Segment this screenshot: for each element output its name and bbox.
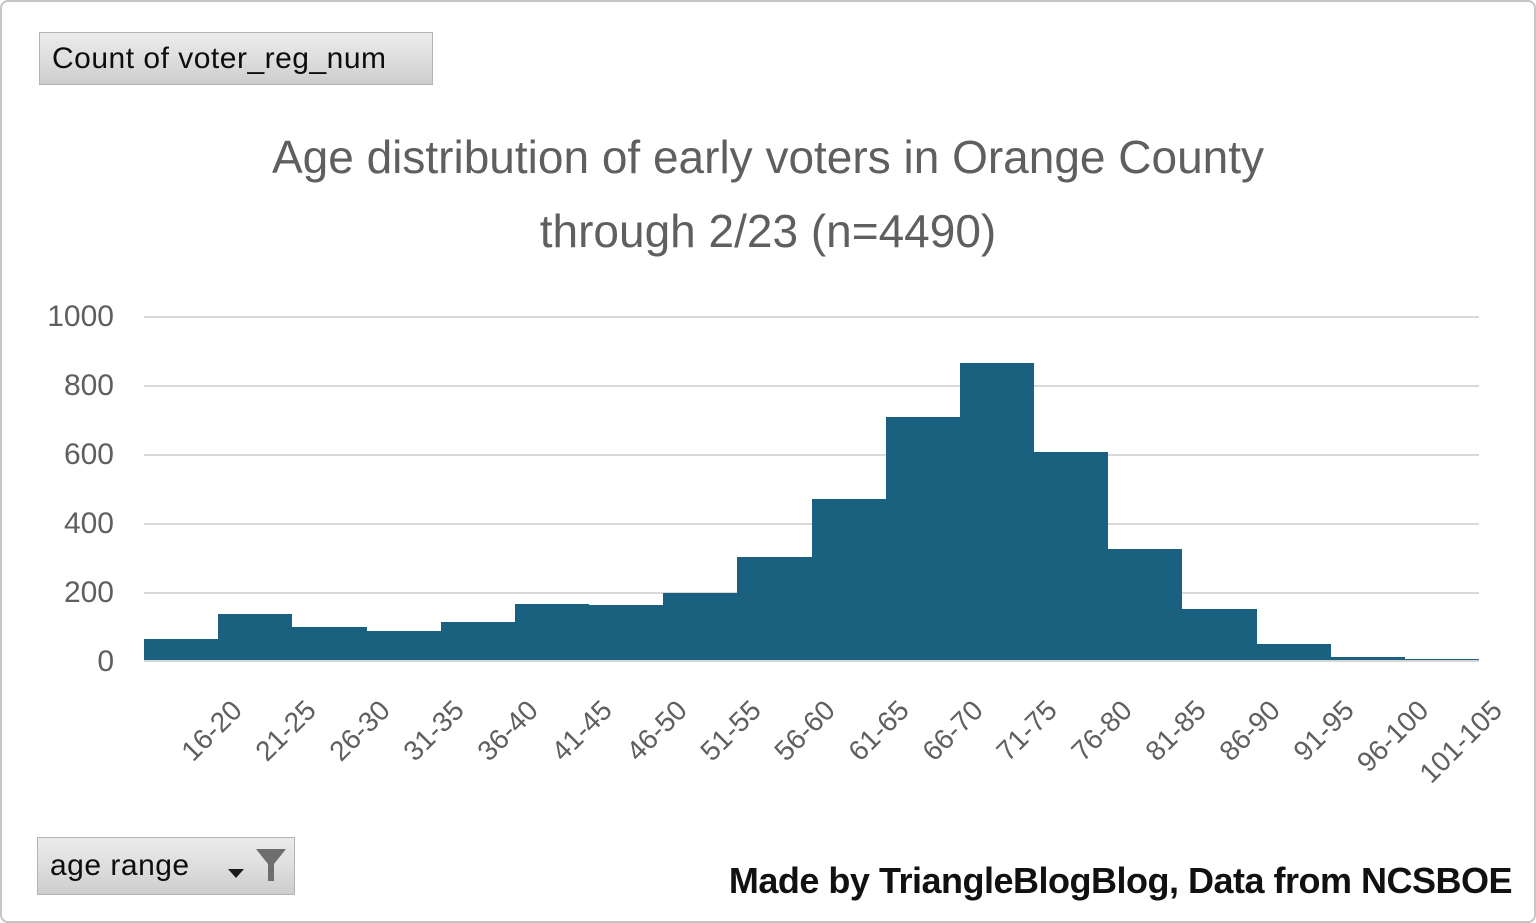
x-tick-label-16-20: 16-20 (174, 694, 248, 767)
pivot-axis-field-label: age range (50, 849, 190, 882)
pivot-value-field-label: Count of voter_reg_num (52, 41, 387, 75)
x-tick-label-26-30: 26-30 (323, 694, 396, 767)
x-tick-label-51-55: 51-55 (693, 694, 767, 767)
bar-26-30[interactable] (292, 627, 367, 660)
y-axis-tick-labels: 0 200 400 600 800 1000 (2, 300, 114, 678)
y-tick-label-0: 0 (97, 645, 114, 678)
x-tick-label-66-70: 66-70 (916, 694, 990, 767)
bar-31-35[interactable] (366, 630, 441, 660)
y-tick-label-200: 200 (63, 576, 114, 609)
gridline-400 (144, 523, 1479, 525)
gridline-800 (144, 385, 1479, 387)
x-tick-label-41-45: 41-45 (545, 694, 619, 767)
chart-plot-area (144, 316, 1480, 662)
credit-text: Made by TriangleBlogBlog, Data from NCSB… (728, 860, 1513, 901)
bar-41-45[interactable] (514, 604, 590, 660)
y-tick-label-600: 600 (63, 438, 114, 471)
gridline-1000 (144, 316, 1479, 318)
chart-title-line2: through 2/23 (n=4490) (539, 205, 997, 257)
x-tick-label-101-105: 101-105 (1413, 694, 1509, 789)
pivot-value-field-button[interactable]: Count of voter_reg_num (39, 32, 433, 85)
bar-101-105[interactable] (1404, 659, 1480, 660)
y-tick-label-1000: 1000 (47, 300, 114, 333)
bar-76-80[interactable] (1034, 451, 1109, 660)
x-tick-label-21-25: 21-25 (248, 694, 322, 767)
x-tick-label-86-90: 86-90 (1213, 694, 1286, 767)
x-tick-label-71-75: 71-75 (990, 694, 1064, 767)
bar-16-20[interactable] (144, 638, 219, 660)
x-tick-label-56-60: 56-60 (768, 694, 841, 767)
filter-funnel-icon[interactable] (254, 847, 288, 885)
x-tick-label-46-50: 46-50 (619, 694, 693, 767)
y-tick-label-800: 800 (63, 369, 114, 402)
chevron-down-icon[interactable] (227, 868, 244, 878)
x-tick-label-91-95: 91-95 (1287, 694, 1360, 767)
bar-91-95[interactable] (1256, 643, 1331, 660)
bar-51-55[interactable] (663, 593, 738, 660)
bar-71-75[interactable] (959, 363, 1035, 660)
bar-66-70[interactable] (885, 416, 960, 660)
bar-series (144, 317, 1480, 660)
x-axis-line (144, 660, 1479, 662)
gridline-600 (144, 454, 1479, 456)
x-tick-label-81-85: 81-85 (1138, 694, 1212, 767)
bar-46-50[interactable] (589, 605, 664, 660)
x-tick-label-76-80: 76-80 (1064, 694, 1138, 767)
bar-21-25[interactable] (218, 613, 293, 660)
chart-title-line1: Age distribution of early voters in Oran… (271, 131, 1265, 183)
pivot-axis-field-button[interactable]: age range (37, 837, 295, 895)
bar-36-40[interactable] (440, 621, 515, 660)
x-tick-label-61-65: 61-65 (842, 694, 915, 767)
bar-81-85[interactable] (1108, 548, 1183, 660)
bar-96-100[interactable] (1330, 657, 1405, 660)
y-tick-label-400: 400 (63, 507, 114, 540)
chart-title: Age distribution of early voters in Oran… (2, 120, 1534, 268)
x-axis-tick-labels: 16-20 21-25 26-30 31-35 36-40 41-45 46-50 51-55… (144, 662, 1508, 882)
bar-86-90[interactable] (1182, 609, 1257, 660)
bar-56-60[interactable] (737, 557, 812, 660)
x-tick-label-36-40: 36-40 (471, 694, 545, 767)
x-tick-label-31-35: 31-35 (397, 694, 470, 767)
bar-61-65[interactable] (811, 498, 886, 660)
